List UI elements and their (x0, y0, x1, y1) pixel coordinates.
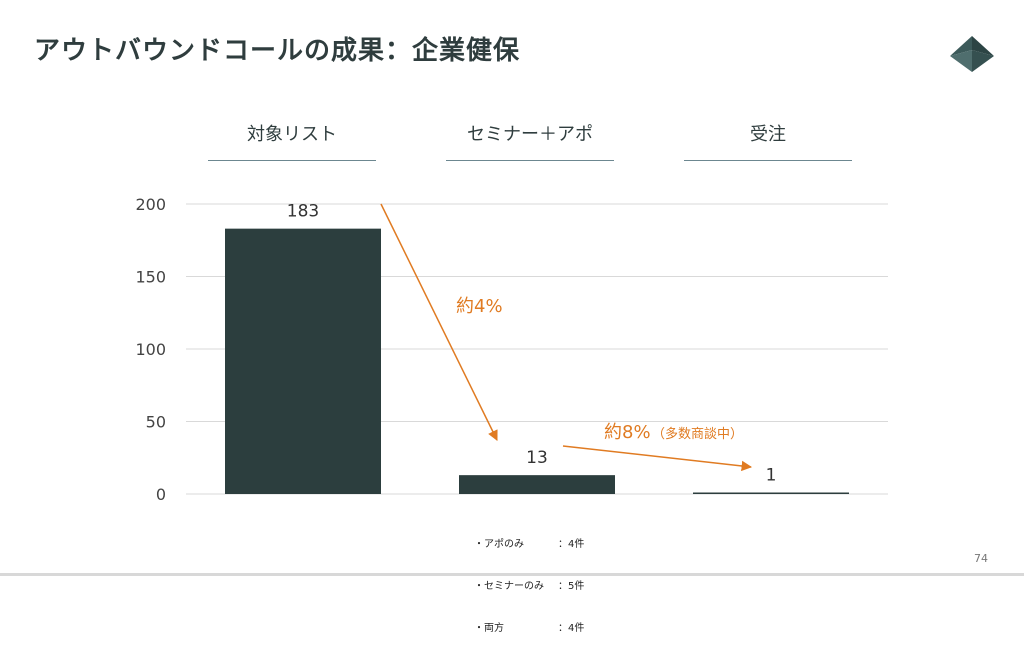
note-label: ・アポのみ (474, 539, 524, 550)
conversion-arrow (380, 203, 498, 441)
bar-value-label: 183 (287, 202, 319, 222)
header-target-list: 対象リスト (247, 124, 337, 145)
page-number: 74 (974, 552, 988, 565)
conversion-arrow (562, 445, 753, 472)
bar (225, 228, 381, 494)
bottom-divider (0, 573, 1024, 576)
conversion-rate-label: 約8% (604, 422, 651, 443)
page-title: アウトバウンドコールの成果：企業健保 (34, 36, 521, 66)
bar-value-label: 1 (766, 466, 777, 486)
y-tick-label: 150 (135, 268, 166, 287)
y-tick-label: 0 (156, 485, 166, 504)
bar-chart: 0 50 100 150 200 183 13 1 約4% 約8% （多数商談中） (135, 195, 888, 504)
y-tick-label: 50 (146, 413, 166, 432)
bar (459, 475, 615, 494)
logo-icon (950, 36, 994, 72)
y-tick-label: 200 (135, 195, 166, 214)
note-row: ・アポのみ ：4件 (474, 538, 584, 552)
header-seminar-appointment: セミナー＋アポ (467, 124, 593, 145)
header-rule (684, 160, 852, 161)
note-value: ：5件 (558, 581, 585, 592)
note-label: ・両方 (474, 623, 504, 634)
bar (693, 492, 849, 494)
note-row: ・両方 ：4件 (474, 622, 584, 636)
header-rule (446, 160, 614, 161)
header-rule (208, 160, 376, 161)
note-value: ：4件 (558, 539, 585, 550)
header-orders: 受注 (750, 124, 786, 145)
conversion-note: （多数商談中） (652, 426, 743, 442)
appointment-breakdown-notes: ・アポのみ ：4件 ・セミナーのみ ：5件 ・両方 ：4件 (474, 510, 584, 650)
note-label: ・セミナーのみ (474, 581, 544, 592)
note-row: ・セミナーのみ ：5件 (474, 580, 584, 594)
conversion-rate-label: 約4% (456, 296, 503, 317)
bar-value-label: 13 (526, 448, 548, 468)
y-tick-label: 100 (135, 340, 166, 359)
note-value: ：4件 (558, 623, 585, 634)
